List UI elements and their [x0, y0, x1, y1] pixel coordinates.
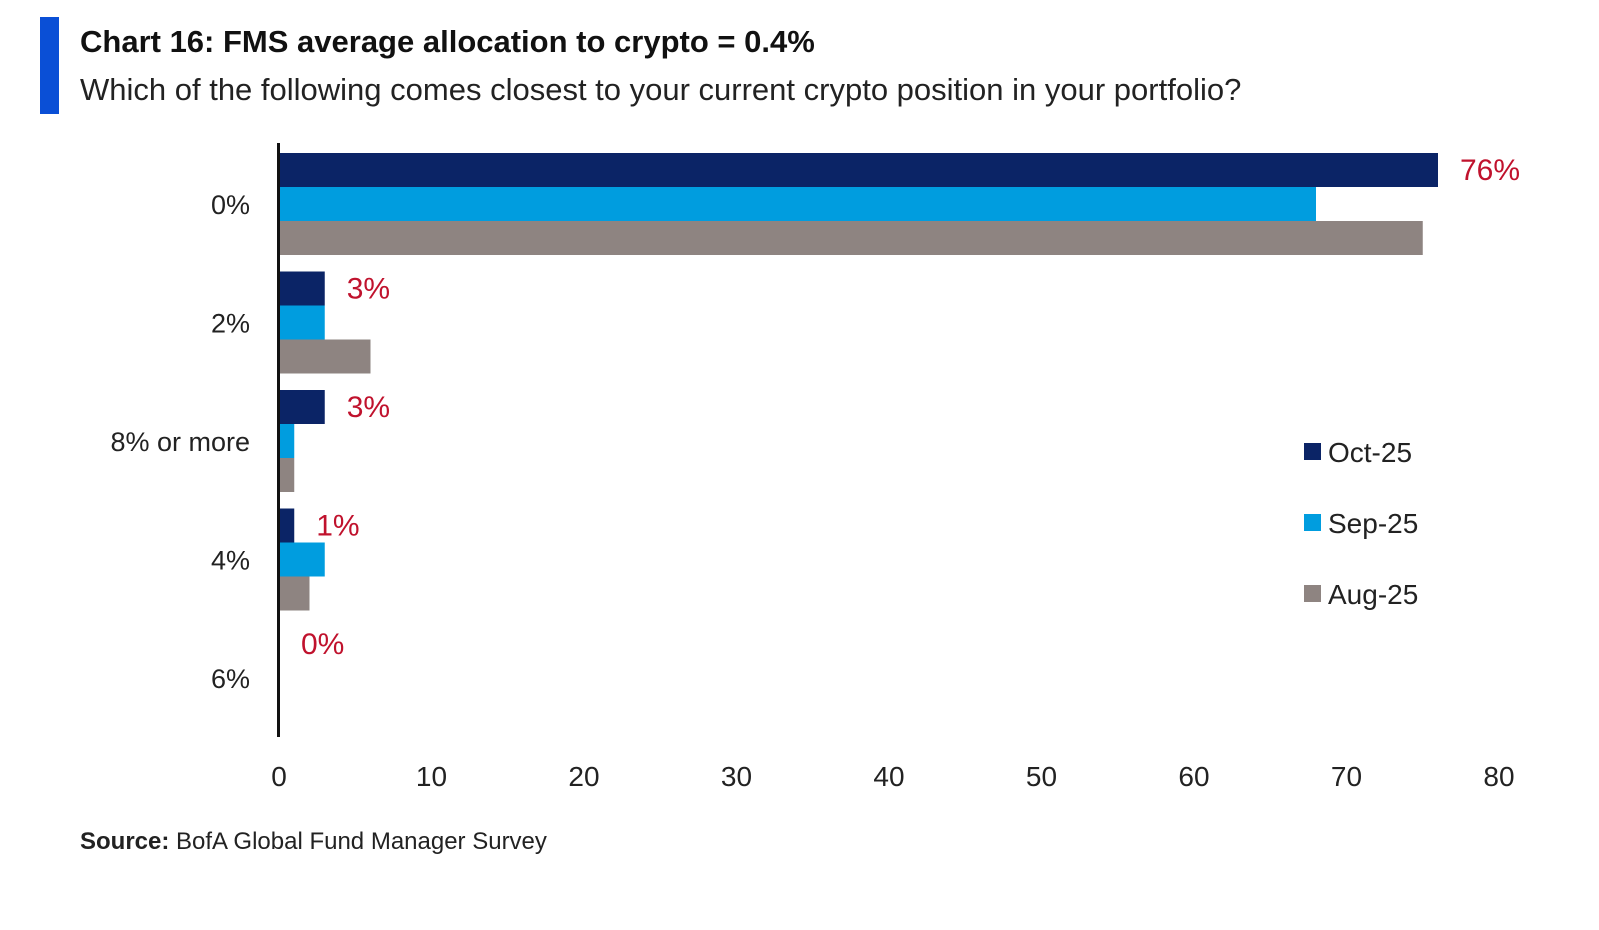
x-tick-label: 20	[568, 761, 599, 792]
bar-sep-25-3	[279, 424, 295, 458]
legend-label: Aug-25	[1328, 579, 1418, 610]
data-label: 76%	[1460, 154, 1520, 187]
bar-oct-25-2	[279, 271, 325, 306]
x-tick-label: 60	[1178, 761, 1209, 792]
bar-sep-25-2	[279, 305, 325, 340]
data-label: 1%	[316, 510, 359, 543]
bar-sep-25-1	[279, 187, 1316, 221]
accent-bar	[40, 17, 59, 114]
legend-label: Oct-25	[1328, 437, 1412, 468]
category-label: 6%	[211, 664, 250, 694]
data-label: 3%	[347, 273, 390, 306]
category-label: 2%	[211, 309, 250, 339]
bar-oct-25-3	[279, 390, 325, 424]
source-text: BofA Global Fund Manager Survey	[176, 828, 547, 855]
category-label: 8% or more	[110, 427, 250, 457]
x-tick-label: 30	[721, 761, 752, 792]
legend-swatch-oct-25	[1304, 443, 1321, 460]
source-label: Source:	[80, 828, 170, 855]
x-tick-label: 40	[873, 761, 904, 792]
bar-aug-25-4	[279, 576, 310, 611]
source-note: Source: BofA Global Fund Manager Survey	[80, 828, 547, 856]
bar-oct-25-1	[279, 153, 1438, 187]
x-tick-label: 10	[416, 761, 447, 792]
legend-swatch-aug-25	[1304, 585, 1321, 602]
bar-aug-25-2	[279, 339, 371, 374]
bar-aug-25-1	[279, 221, 1423, 255]
data-label: 0%	[301, 628, 344, 661]
chart-title: Chart 16: FMS average allocation to cryp…	[80, 24, 815, 59]
bar-sep-25-4	[279, 542, 325, 577]
category-label: 0%	[211, 190, 250, 220]
data-label: 3%	[347, 391, 390, 424]
x-tick-label: 0	[271, 761, 287, 792]
bar-aug-25-3	[279, 458, 295, 492]
chart-subtitle: Which of the following comes closest to …	[80, 72, 1242, 107]
x-tick-label: 50	[1026, 761, 1057, 792]
category-label: 4%	[211, 546, 250, 576]
legend-label: Sep-25	[1328, 508, 1418, 539]
x-tick-label: 80	[1483, 761, 1514, 792]
bar-oct-25-4	[279, 508, 295, 543]
x-tick-label: 70	[1331, 761, 1362, 792]
legend-swatch-sep-25	[1304, 514, 1321, 531]
